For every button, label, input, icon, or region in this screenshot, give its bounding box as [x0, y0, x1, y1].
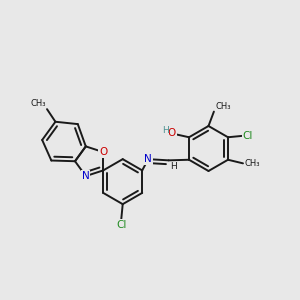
Text: Cl: Cl — [243, 131, 253, 141]
Text: N: N — [82, 171, 90, 181]
Text: CH₃: CH₃ — [30, 99, 46, 108]
Text: H: H — [170, 162, 176, 171]
Text: O: O — [168, 128, 176, 138]
Text: CH₃: CH₃ — [244, 159, 260, 168]
Text: N: N — [144, 154, 152, 164]
Text: H: H — [162, 126, 169, 135]
Text: O: O — [99, 147, 107, 157]
Text: Cl: Cl — [116, 220, 126, 230]
Text: CH₃: CH₃ — [215, 102, 231, 111]
